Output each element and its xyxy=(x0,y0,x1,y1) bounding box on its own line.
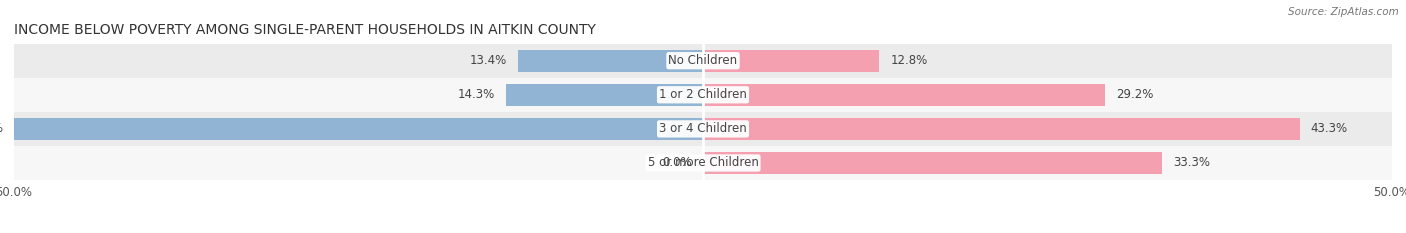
Bar xyxy=(703,152,1161,174)
Text: 14.3%: 14.3% xyxy=(458,88,495,101)
Text: 1 or 2 Children: 1 or 2 Children xyxy=(659,88,747,101)
Text: 43.3%: 43.3% xyxy=(1310,122,1348,135)
Text: 33.3%: 33.3% xyxy=(1173,157,1209,169)
Bar xyxy=(703,84,1105,106)
Text: 3 or 4 Children: 3 or 4 Children xyxy=(659,122,747,135)
Text: 13.4%: 13.4% xyxy=(470,54,508,67)
Bar xyxy=(14,44,1392,78)
Text: No Children: No Children xyxy=(668,54,738,67)
Bar xyxy=(703,118,1299,140)
Text: 29.2%: 29.2% xyxy=(1116,88,1154,101)
Text: 0.0%: 0.0% xyxy=(662,157,692,169)
Text: 5 or more Children: 5 or more Children xyxy=(648,157,758,169)
Bar xyxy=(703,50,879,72)
Bar xyxy=(14,78,1392,112)
Text: Source: ZipAtlas.com: Source: ZipAtlas.com xyxy=(1288,7,1399,17)
Bar xyxy=(14,146,1392,180)
Bar xyxy=(14,118,703,140)
Text: 50.0%: 50.0% xyxy=(0,122,3,135)
Text: 12.8%: 12.8% xyxy=(890,54,928,67)
Bar xyxy=(14,112,1392,146)
Bar xyxy=(519,50,703,72)
Bar xyxy=(506,84,703,106)
Text: INCOME BELOW POVERTY AMONG SINGLE-PARENT HOUSEHOLDS IN AITKIN COUNTY: INCOME BELOW POVERTY AMONG SINGLE-PARENT… xyxy=(14,23,596,37)
